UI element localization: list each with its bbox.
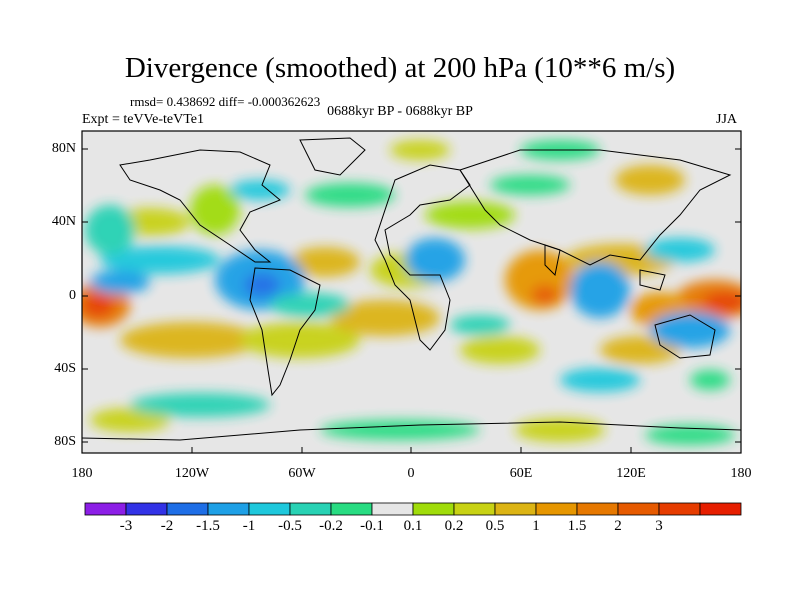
colorbar-tick-label: -1 [242,518,256,534]
colorbar-tick-label: 0.2 [444,518,464,534]
axis-ticks [81,148,742,453]
colorbar-swatch [617,502,660,516]
x-tick-label: 120W [174,466,210,481]
x-tick-label: 120E [616,466,646,481]
colorbar-swatch [371,502,414,516]
colorbar-swatch [699,502,742,516]
y-tick-label: 0 [69,288,76,303]
colorbar-tick-label: -3 [119,518,133,534]
stats-label: rmsd= 0.438692 diff= -0.000362623 [130,94,321,109]
colorbar-tick-label: 0.5 [485,518,505,534]
colorbar-tick-label: 3 [655,518,663,534]
colorbar-swatch [330,502,373,516]
y-tick-label: 80N [51,141,76,156]
colorbar-swatch [166,502,209,516]
divergence-field [82,140,741,445]
colorbar-tick-label: 1.5 [567,518,587,534]
plot-title: Divergence (smoothed) at 200 hPa (10**6 … [124,52,676,84]
y-tick-label: 40S [54,361,76,376]
colorbar-swatch [453,502,496,516]
colorbar-swatch [658,502,701,516]
colorbar-tick-label: -1.5 [196,518,220,534]
x-tick-label: 180 [71,466,93,481]
colorbar-tick-label: -2 [160,518,174,534]
y-tick-label: 40N [51,214,76,229]
colorbar-tick-label: -0.1 [360,518,384,534]
experiment-label: Expt = teVVe-teVTe1 [82,112,204,127]
season-label: JJA [716,112,738,127]
x-tick-label: 60W [288,466,316,481]
x-tick-label: 60E [509,466,533,481]
colorbar-tick-label: 2 [614,518,622,534]
period-label: 0688kyr BP - 0688kyr BP [327,104,473,119]
colorbar-swatch [207,502,250,516]
colorbar-swatch [248,502,291,516]
colorbar-swatch [125,502,168,516]
colorbar-tick-label: -0.2 [319,518,343,534]
colorbar-swatch [84,502,127,516]
colorbar-swatch [289,502,332,516]
colorbar-tick-label: 1 [532,518,540,534]
x-tick-label: 0 [407,466,415,481]
colorbar [84,502,742,516]
colorbar-tick-label: 0.1 [403,518,423,534]
colorbar-swatch [535,502,578,516]
y-tick-label: 80S [54,434,76,449]
colorbar-tick-label: -0.5 [278,518,302,534]
x-tick-label: 180 [730,466,752,481]
colorbar-swatch [494,502,537,516]
coastlines [82,137,741,441]
colorbar-swatch [412,502,455,516]
colorbar-swatch [576,502,619,516]
